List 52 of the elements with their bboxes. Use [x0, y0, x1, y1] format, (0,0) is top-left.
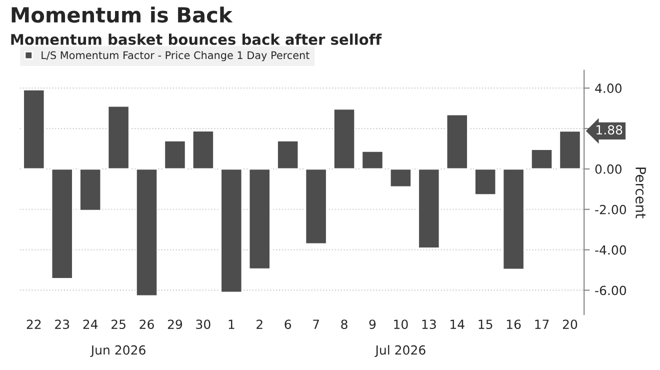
text: Jun 2026: [90, 345, 146, 358]
bar: [164, 140, 186, 170]
x-tick-label: 30: [196, 320, 210, 330]
bar: [276, 140, 300, 170]
x-tick-label: 13: [422, 320, 436, 330]
x-tick-label: 22: [26, 320, 41, 329]
bar: [248, 168, 271, 270]
x-tick-label: 24: [83, 320, 98, 329]
bar: [304, 168, 328, 245]
x-tick-label: 8: [341, 320, 348, 330]
y-tick-label: -2.00: [595, 204, 626, 214]
x-tick-label: 29: [168, 320, 182, 330]
bar: [107, 105, 130, 170]
x-tick-label: 14: [450, 320, 464, 329]
bar: [50, 168, 74, 280]
bar: [418, 168, 440, 249]
bar: [135, 168, 158, 297]
bar: [389, 168, 412, 188]
x-tick-label: 6: [284, 320, 292, 330]
x-tick-label: 25: [112, 320, 126, 330]
y-tick-label: 4.00: [595, 84, 622, 94]
bar: [220, 168, 243, 294]
annotation: 1.88: [596, 125, 622, 135]
bar: [79, 168, 102, 212]
x-tick-label: 23: [55, 320, 70, 330]
bar: [361, 150, 384, 170]
x-tick-label: 9: [369, 320, 376, 330]
x-tick-label: 20: [562, 320, 578, 330]
bar: [332, 108, 356, 170]
x-tick-label: 10: [394, 320, 408, 330]
text: Jul 2026: [374, 345, 426, 358]
bar: [446, 114, 468, 170]
bar: [474, 168, 497, 196]
legend-label: L/S Momentum Factor - Price Change 1 Day Percent: [42, 51, 310, 62]
x-tick-label: 16: [506, 320, 521, 330]
chart-subtitle: Momentum basket bounces back after selloff: [11, 34, 382, 45]
x-tick-label: 26: [140, 320, 154, 330]
bar: [192, 130, 214, 170]
x-tick-label: 1: [228, 320, 234, 329]
x-tick-label: 2: [256, 320, 262, 329]
x-tick-label: 17: [535, 320, 549, 329]
y-tick-label: 0.00: [595, 164, 622, 174]
bar: [558, 130, 582, 170]
y-tick-label: -4.00: [595, 245, 626, 255]
bar: [502, 168, 525, 270]
bar: [530, 148, 554, 170]
x-tick-label: 7: [313, 320, 319, 329]
y-axis-title: Percent: [636, 168, 646, 218]
y-tick-label: -6.00: [595, 286, 626, 296]
x-tick-label: 15: [478, 320, 492, 330]
chart-title: Momentum is Back: [12, 6, 233, 23]
bar: [22, 89, 46, 170]
